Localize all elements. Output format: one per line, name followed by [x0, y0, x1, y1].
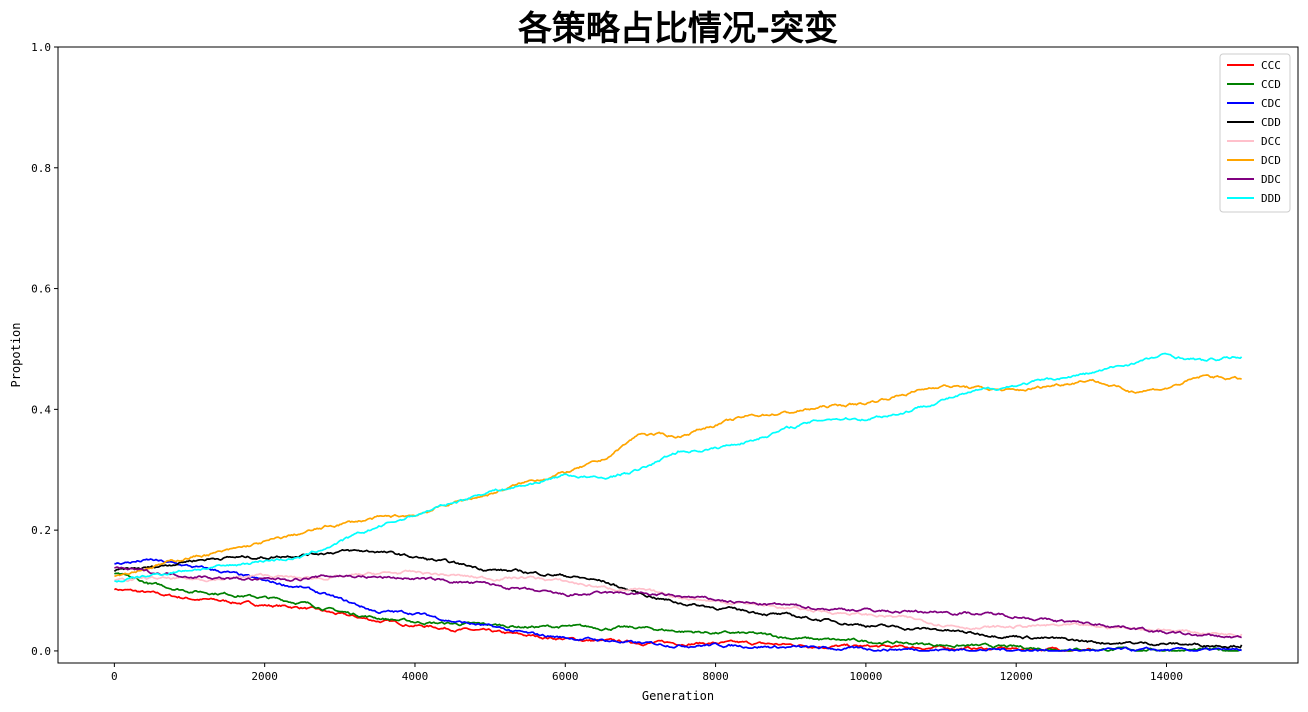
legend: CCC CCD CDC CDD DCC DCD DDC DDD — [1219, 53, 1291, 213]
legend-entry-ddd: DDD — [1227, 192, 1281, 205]
legend-box — [1219, 53, 1291, 213]
series-line-dcd — [114, 374, 1242, 578]
x-tick-label: 12000 — [1000, 670, 1033, 683]
chart-title: 各策略占比情况-突变 — [518, 9, 838, 49]
y-tick-label: 1.0 — [31, 41, 51, 54]
legend-entry-dcc: DCC — [1227, 135, 1281, 148]
legend-label: CDC — [1261, 97, 1281, 110]
series-line-ccd — [114, 572, 1242, 652]
legend-entry-dcd: DCD — [1227, 154, 1281, 167]
y-tick-label: 0.4 — [31, 403, 51, 416]
legend-entry-ddc: DDC — [1227, 173, 1281, 186]
x-tick-label: 0 — [111, 670, 118, 683]
legend-label: DDD — [1261, 192, 1281, 205]
x-tick-label: 14000 — [1150, 670, 1183, 683]
legend-entry-cdd: CDD — [1227, 116, 1281, 129]
series-line-ddc — [114, 566, 1242, 639]
legend-label: DDC — [1261, 173, 1281, 186]
legend-label: CCC — [1261, 59, 1281, 72]
x-axis-label: Generation — [642, 689, 714, 703]
x-tick-label: 2000 — [251, 670, 278, 683]
y-tick-label: 0.6 — [31, 283, 51, 296]
axes-frame — [57, 46, 1299, 664]
x-tick-label: 4000 — [402, 670, 429, 683]
y-tick-label: 0.2 — [31, 524, 51, 537]
plot-area — [58, 47, 1298, 663]
series-line-ddd — [114, 352, 1243, 583]
legend-label: DCC — [1261, 135, 1281, 148]
legend-entry-ccd: CCD — [1227, 78, 1281, 91]
legend-label: CDD — [1261, 116, 1281, 129]
legend-entry-cdc: CDC — [1227, 97, 1281, 110]
legend-label: CCD — [1261, 78, 1281, 91]
series-line-cdc — [114, 558, 1242, 652]
series-layer — [113, 352, 1243, 652]
series-line-cdd — [113, 548, 1243, 649]
y-tick-label: 0.8 — [31, 162, 51, 175]
x-tick-label: 10000 — [849, 670, 882, 683]
axis-layer: 0 2000 4000 6000 8000 10000 12000 14000 0.0 0.2 0.… — [31, 41, 1299, 683]
y-tick-label: 0.0 — [31, 645, 51, 658]
legend-label: DCD — [1261, 154, 1281, 167]
x-tick-label: 6000 — [552, 670, 579, 683]
plot-background — [58, 47, 1298, 663]
x-tick-label: 8000 — [702, 670, 729, 683]
y-axis-label: Propotion — [9, 322, 23, 387]
legend-entry-ccc: CCC — [1227, 59, 1281, 72]
